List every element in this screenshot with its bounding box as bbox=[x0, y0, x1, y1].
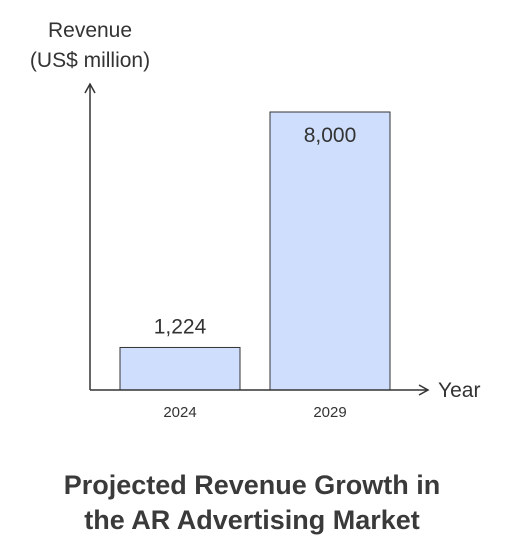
chart-title-line-2: the AR Advertising Market bbox=[84, 505, 420, 535]
x-tick-2024: 2024 bbox=[163, 404, 196, 421]
data-label-2029: 8,000 bbox=[304, 124, 357, 147]
x-axis-label: Year bbox=[438, 379, 480, 402]
y-axis-label-line-2: (US$ million) bbox=[30, 49, 150, 72]
chart-title-line-1: Projected Revenue Growth in bbox=[64, 470, 441, 500]
bar-2029 bbox=[269, 111, 391, 391]
x-tick-2029: 2029 bbox=[313, 404, 346, 421]
x-axis-arrow bbox=[418, 384, 430, 396]
y-axis-arrow bbox=[84, 82, 96, 94]
y-axis-label-line-1: Revenue bbox=[48, 19, 132, 42]
data-label-2024: 1,224 bbox=[154, 315, 207, 338]
bars-group: 1,224 2024 8,000 2029 bbox=[119, 111, 391, 421]
bar-2024 bbox=[119, 346, 241, 391]
